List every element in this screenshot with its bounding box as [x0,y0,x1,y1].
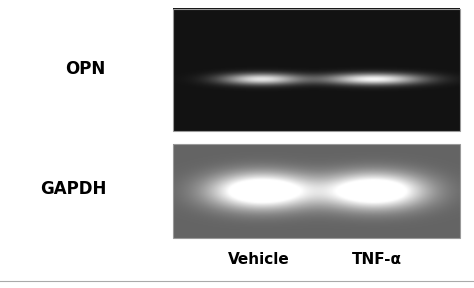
Text: GAPDH: GAPDH [40,180,107,198]
Text: TNF-α: TNF-α [352,252,402,267]
Bar [173,144,460,238]
Text: Vehicle: Vehicle [228,252,289,267]
Text: OPN: OPN [65,60,105,78]
Bar [173,9,460,131]
